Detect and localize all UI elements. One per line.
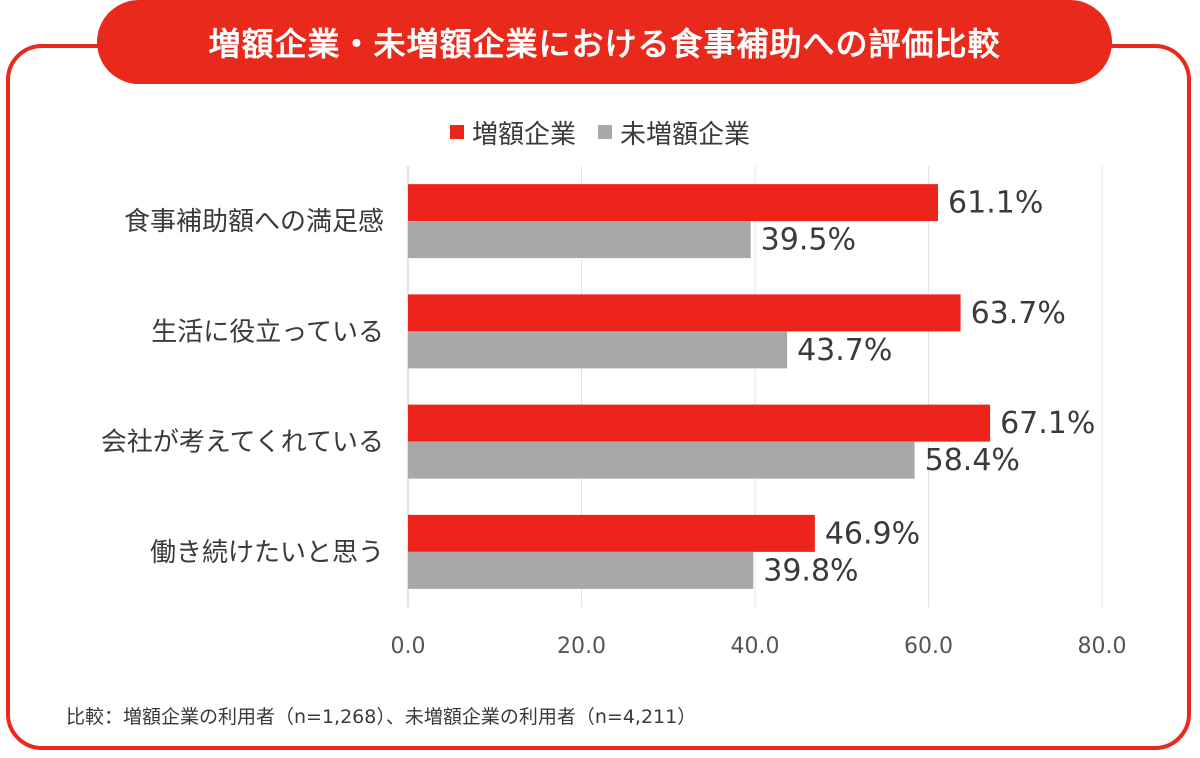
- bar-series-2: [408, 551, 754, 589]
- data-label: 39.5%: [761, 223, 856, 258]
- bar-series-1: [408, 404, 991, 442]
- data-label: 61.1%: [948, 186, 1043, 221]
- bar-series-1: [408, 294, 961, 332]
- chart-title: 増額企業・未増額企業における食事補助への評価比較: [97, 0, 1112, 84]
- category-label: 働き続けたいと思う: [150, 538, 384, 568]
- x-tick-label: 20.0: [557, 634, 606, 659]
- category-label: 会社が考えてくれている: [101, 428, 384, 458]
- legend-swatch-series-1: [449, 125, 464, 139]
- category-label: 食事補助額への満足感: [124, 207, 384, 237]
- data-label: 58.4%: [925, 443, 1020, 478]
- legend-label-series-1: 増額企業: [471, 119, 576, 150]
- chart-frame: [6, 44, 1191, 750]
- bar-series-1: [408, 184, 939, 222]
- data-label: 43.7%: [797, 333, 892, 368]
- data-label: 46.9%: [825, 516, 920, 551]
- x-tick-label: 40.0: [731, 634, 780, 659]
- data-label: 39.8%: [763, 553, 858, 588]
- bar-series-2: [408, 441, 915, 479]
- bar-series-2: [408, 221, 751, 259]
- legend-label-series-2: 未増額企業: [620, 119, 751, 150]
- x-tick-label: 80.0: [1078, 634, 1127, 659]
- bar-series-1: [408, 514, 815, 552]
- category-label: 生活に役立っている: [151, 317, 384, 347]
- legend-item-series-1: 増額企業: [449, 114, 576, 151]
- legend-swatch-series-2: [598, 125, 612, 139]
- x-tick-label: 60.0: [904, 634, 953, 659]
- footnote: 比較：増額企業の利用者（n=1,268）、未増額企業の利用者（n=4,211）: [66, 706, 697, 728]
- x-tick-label: 0.0: [391, 634, 426, 659]
- legend: 増額企業 未増額企業: [0, 112, 1200, 152]
- data-label: 63.7%: [971, 296, 1066, 331]
- data-label: 67.1%: [1000, 406, 1095, 441]
- bar-series-2: [408, 331, 788, 369]
- legend-item-series-2: 未増額企業: [598, 114, 750, 151]
